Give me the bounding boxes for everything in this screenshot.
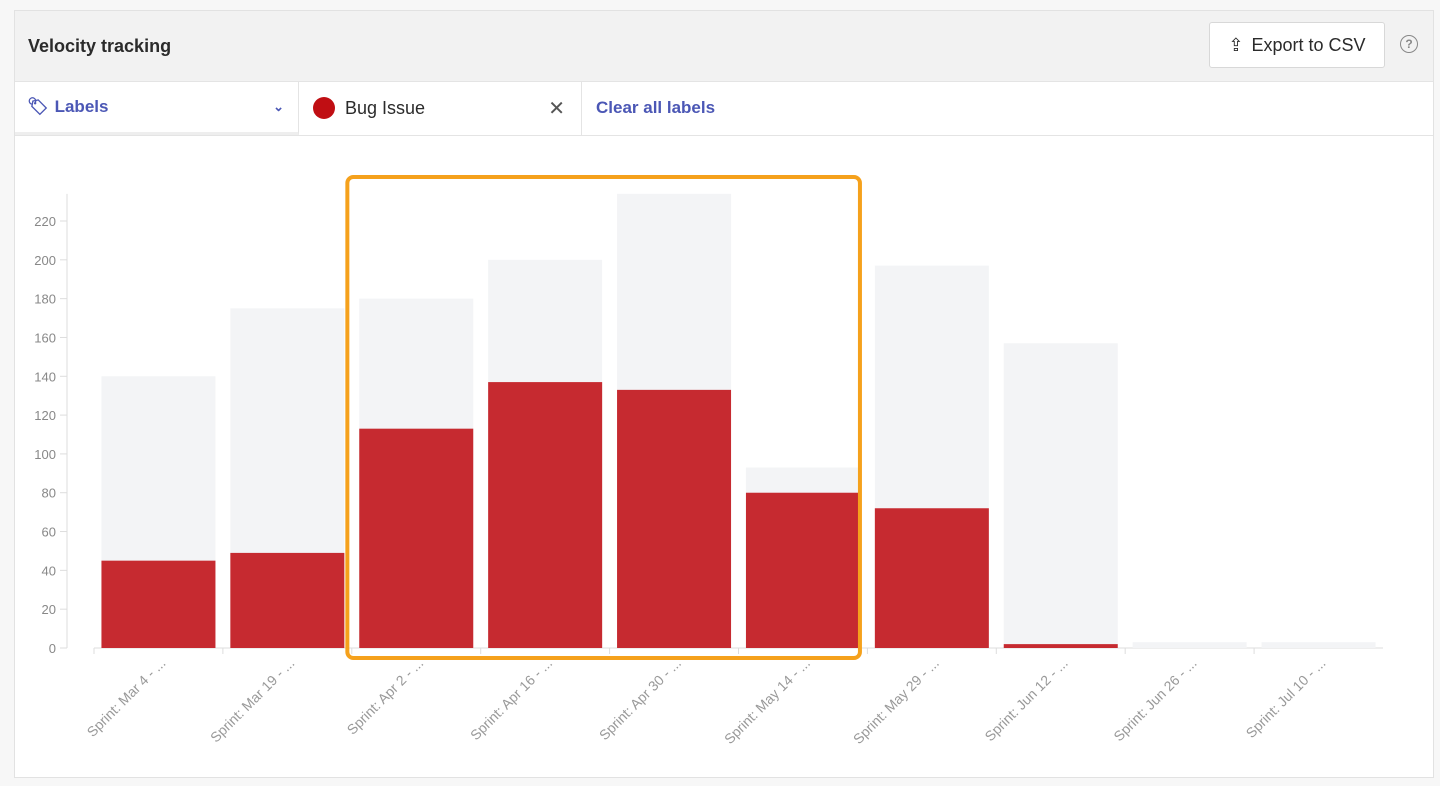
total-bar — [1261, 642, 1376, 648]
bug-issue-bar — [230, 552, 345, 648]
bug-issue-bar — [874, 508, 989, 648]
filter-bar: 🏷︎ Labels ⌄ Bug Issue ✕ Clear all labels — [15, 81, 1433, 136]
panel-header: Velocity tracking ⇪ Export to CSV ? — [15, 11, 1433, 82]
export-label: Export to CSV — [1251, 34, 1366, 55]
y-tick-label: 200 — [34, 253, 56, 268]
bug-issue-bar — [101, 560, 216, 648]
x-tick-label: Sprint: Mar 4 - ... — [84, 655, 169, 740]
x-tick-label: Sprint: Apr 30 - ... — [596, 655, 684, 743]
x-tick-label: Sprint: Jul 10 - ... — [1243, 655, 1329, 741]
y-tick-label: 60 — [42, 525, 56, 540]
label-color-dot — [313, 97, 335, 119]
bug-issue-bar — [617, 389, 732, 648]
x-tick-label: Sprint: May 29 - ... — [850, 655, 942, 747]
y-tick-label: 120 — [34, 408, 56, 423]
bug-issue-bar — [745, 492, 860, 648]
chevron-down-icon: ⌄ — [273, 98, 284, 114]
label-chip-text: Bug Issue — [345, 97, 426, 118]
close-icon[interactable]: ✕ — [548, 97, 565, 120]
y-tick-label: 40 — [42, 563, 56, 578]
x-tick-label: Sprint: Apr 2 - ... — [344, 655, 427, 738]
x-tick-label: Sprint: Mar 19 - ... — [207, 655, 298, 746]
x-tick-label: Sprint: Apr 16 - ... — [467, 655, 555, 743]
y-tick-label: 180 — [34, 292, 56, 307]
total-bar — [1003, 343, 1118, 648]
x-tick-label: Sprint: Jun 26 - ... — [1110, 655, 1199, 744]
y-tick-label: 20 — [42, 602, 56, 617]
bug-issue-bar — [1003, 644, 1118, 648]
bug-issue-bar — [359, 428, 474, 648]
y-tick-label: 140 — [34, 369, 56, 384]
export-csv-button[interactable]: ⇪ Export to CSV — [1209, 22, 1385, 68]
clear-all-labels-link[interactable]: Clear all labels — [596, 98, 716, 117]
labels-dropdown[interactable]: 🏷︎ Labels ⌄ — [15, 81, 299, 135]
y-tick-label: 160 — [34, 330, 56, 345]
x-tick-label: Sprint: Jun 12 - ... — [981, 655, 1070, 744]
y-tick-label: 100 — [34, 447, 56, 462]
y-tick-label: 80 — [42, 486, 56, 501]
export-icon: ⇪ — [1228, 34, 1244, 55]
label-chip-bug-issue: Bug Issue ✕ — [299, 81, 582, 135]
total-bar — [1132, 642, 1247, 648]
x-tick-label: Sprint: May 14 - ... — [721, 655, 813, 747]
tag-icon: 🏷︎ — [27, 96, 49, 116]
page-title: Velocity tracking — [28, 36, 172, 56]
labels-dropdown-label: Labels — [54, 96, 109, 116]
y-tick-label: 0 — [49, 641, 56, 656]
bug-issue-bar — [488, 382, 603, 648]
highlight-box — [345, 175, 862, 660]
question-circle-icon[interactable]: ? — [1400, 35, 1418, 53]
y-tick-label: 220 — [34, 214, 56, 229]
